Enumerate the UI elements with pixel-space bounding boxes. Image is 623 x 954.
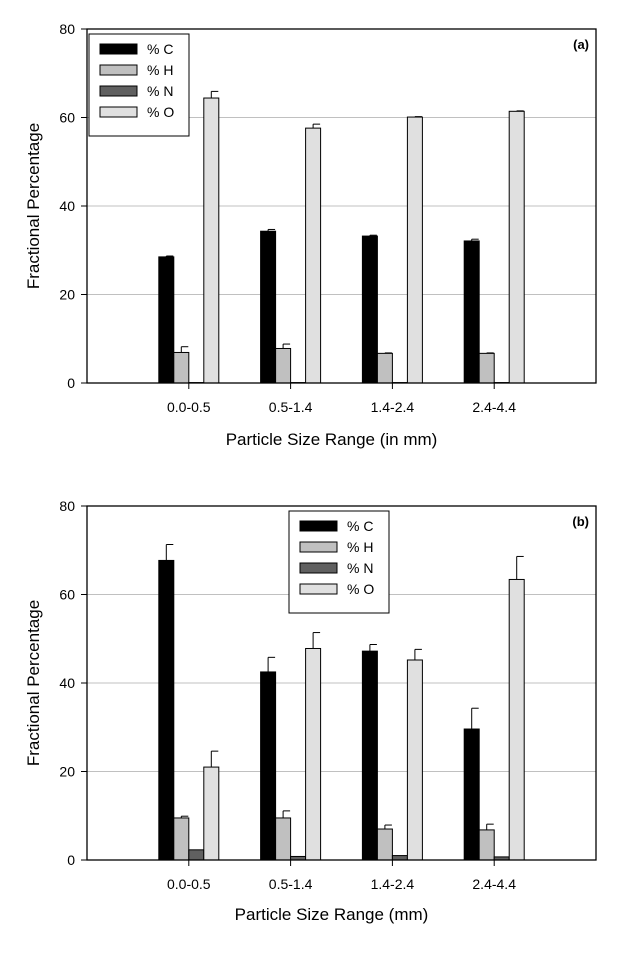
y-tick-label: 20 (59, 287, 75, 303)
bar-o (509, 111, 524, 383)
bar-h (174, 352, 189, 383)
legend-label: % C (347, 518, 373, 534)
y-tick-label: 60 (59, 110, 75, 126)
bar-n (189, 850, 204, 860)
bar-c (464, 729, 479, 860)
chart-panel-a: 0 20 40 60 80 0.0-0.5 0.5-1.4 1.4-2.4 2.4-4.4 (a)… (24, 21, 596, 449)
bar-c (464, 241, 479, 383)
x-axis-label: Particle Size Range (in mm) (226, 430, 438, 449)
chart-panel-b: 0 20 40 60 80 0.0-0.5 0.5-1.4 1.4-2.4 2.4-4.4 (b)… (24, 498, 596, 924)
x-tick-label: 2.4-4.4 (472, 399, 516, 415)
bar-o (407, 660, 422, 860)
y-tick-label: 20 (59, 764, 75, 780)
x-tick-label: 2.4-4.4 (472, 876, 516, 892)
legend-label: % O (147, 104, 174, 120)
x-tick-label: 1.4-2.4 (371, 399, 415, 415)
bar-o (204, 98, 219, 383)
y-axis-label: Fractional Percentage (24, 123, 43, 289)
bar-o (204, 767, 219, 860)
legend-swatch (100, 65, 137, 75)
x-tick-label: 0.0-0.5 (167, 876, 211, 892)
legend-swatch (100, 107, 137, 117)
y-axis-label: Fractional Percentage (24, 600, 43, 766)
legend: % C % H % N % O (289, 511, 389, 613)
y-tick-label: 60 (59, 587, 75, 603)
bar-h (479, 830, 494, 860)
legend-label: % H (347, 539, 373, 555)
legend-label: % H (147, 62, 173, 78)
bar-c (159, 560, 174, 860)
y-tick-label: 80 (59, 498, 75, 514)
x-tick-label: 0.0-0.5 (167, 399, 211, 415)
bar-c (362, 236, 377, 383)
panel-label: (b) (572, 514, 589, 529)
bar-o (306, 648, 321, 860)
x-tick-label: 0.5-1.4 (269, 399, 313, 415)
legend-swatch (300, 584, 337, 594)
legend-swatch (300, 563, 337, 573)
y-tick-label: 0 (67, 852, 75, 868)
y-tick-label: 40 (59, 198, 75, 214)
bar-c (159, 257, 174, 383)
bar-h (276, 818, 291, 860)
panel-label: (a) (573, 37, 589, 52)
bar-o (407, 117, 422, 383)
bar-h (377, 353, 392, 383)
x-tick-label: 0.5-1.4 (269, 876, 313, 892)
bar-c (261, 672, 276, 860)
bar-o (306, 128, 321, 383)
bar-c (362, 651, 377, 860)
legend-label: % C (147, 41, 173, 57)
x-axis-label: Particle Size Range (mm) (235, 905, 429, 924)
legend: % C % H % N % O (89, 34, 189, 136)
y-tick-label: 0 (67, 375, 75, 391)
y-tick-label: 80 (59, 21, 75, 37)
bar-h (377, 829, 392, 860)
bar-h (276, 348, 291, 383)
legend-swatch (100, 44, 137, 54)
legend-label: % O (347, 581, 374, 597)
y-tick-label: 40 (59, 675, 75, 691)
bar-c (261, 231, 276, 383)
legend-swatch (100, 86, 137, 96)
bar-h (479, 353, 494, 383)
legend-label: % N (347, 560, 373, 576)
legend-swatch (300, 542, 337, 552)
bar-o (509, 579, 524, 860)
bar-n (392, 856, 407, 860)
bar-h (174, 818, 189, 860)
x-tick-label: 1.4-2.4 (371, 876, 415, 892)
legend-swatch (300, 521, 337, 531)
legend-label: % N (147, 83, 173, 99)
